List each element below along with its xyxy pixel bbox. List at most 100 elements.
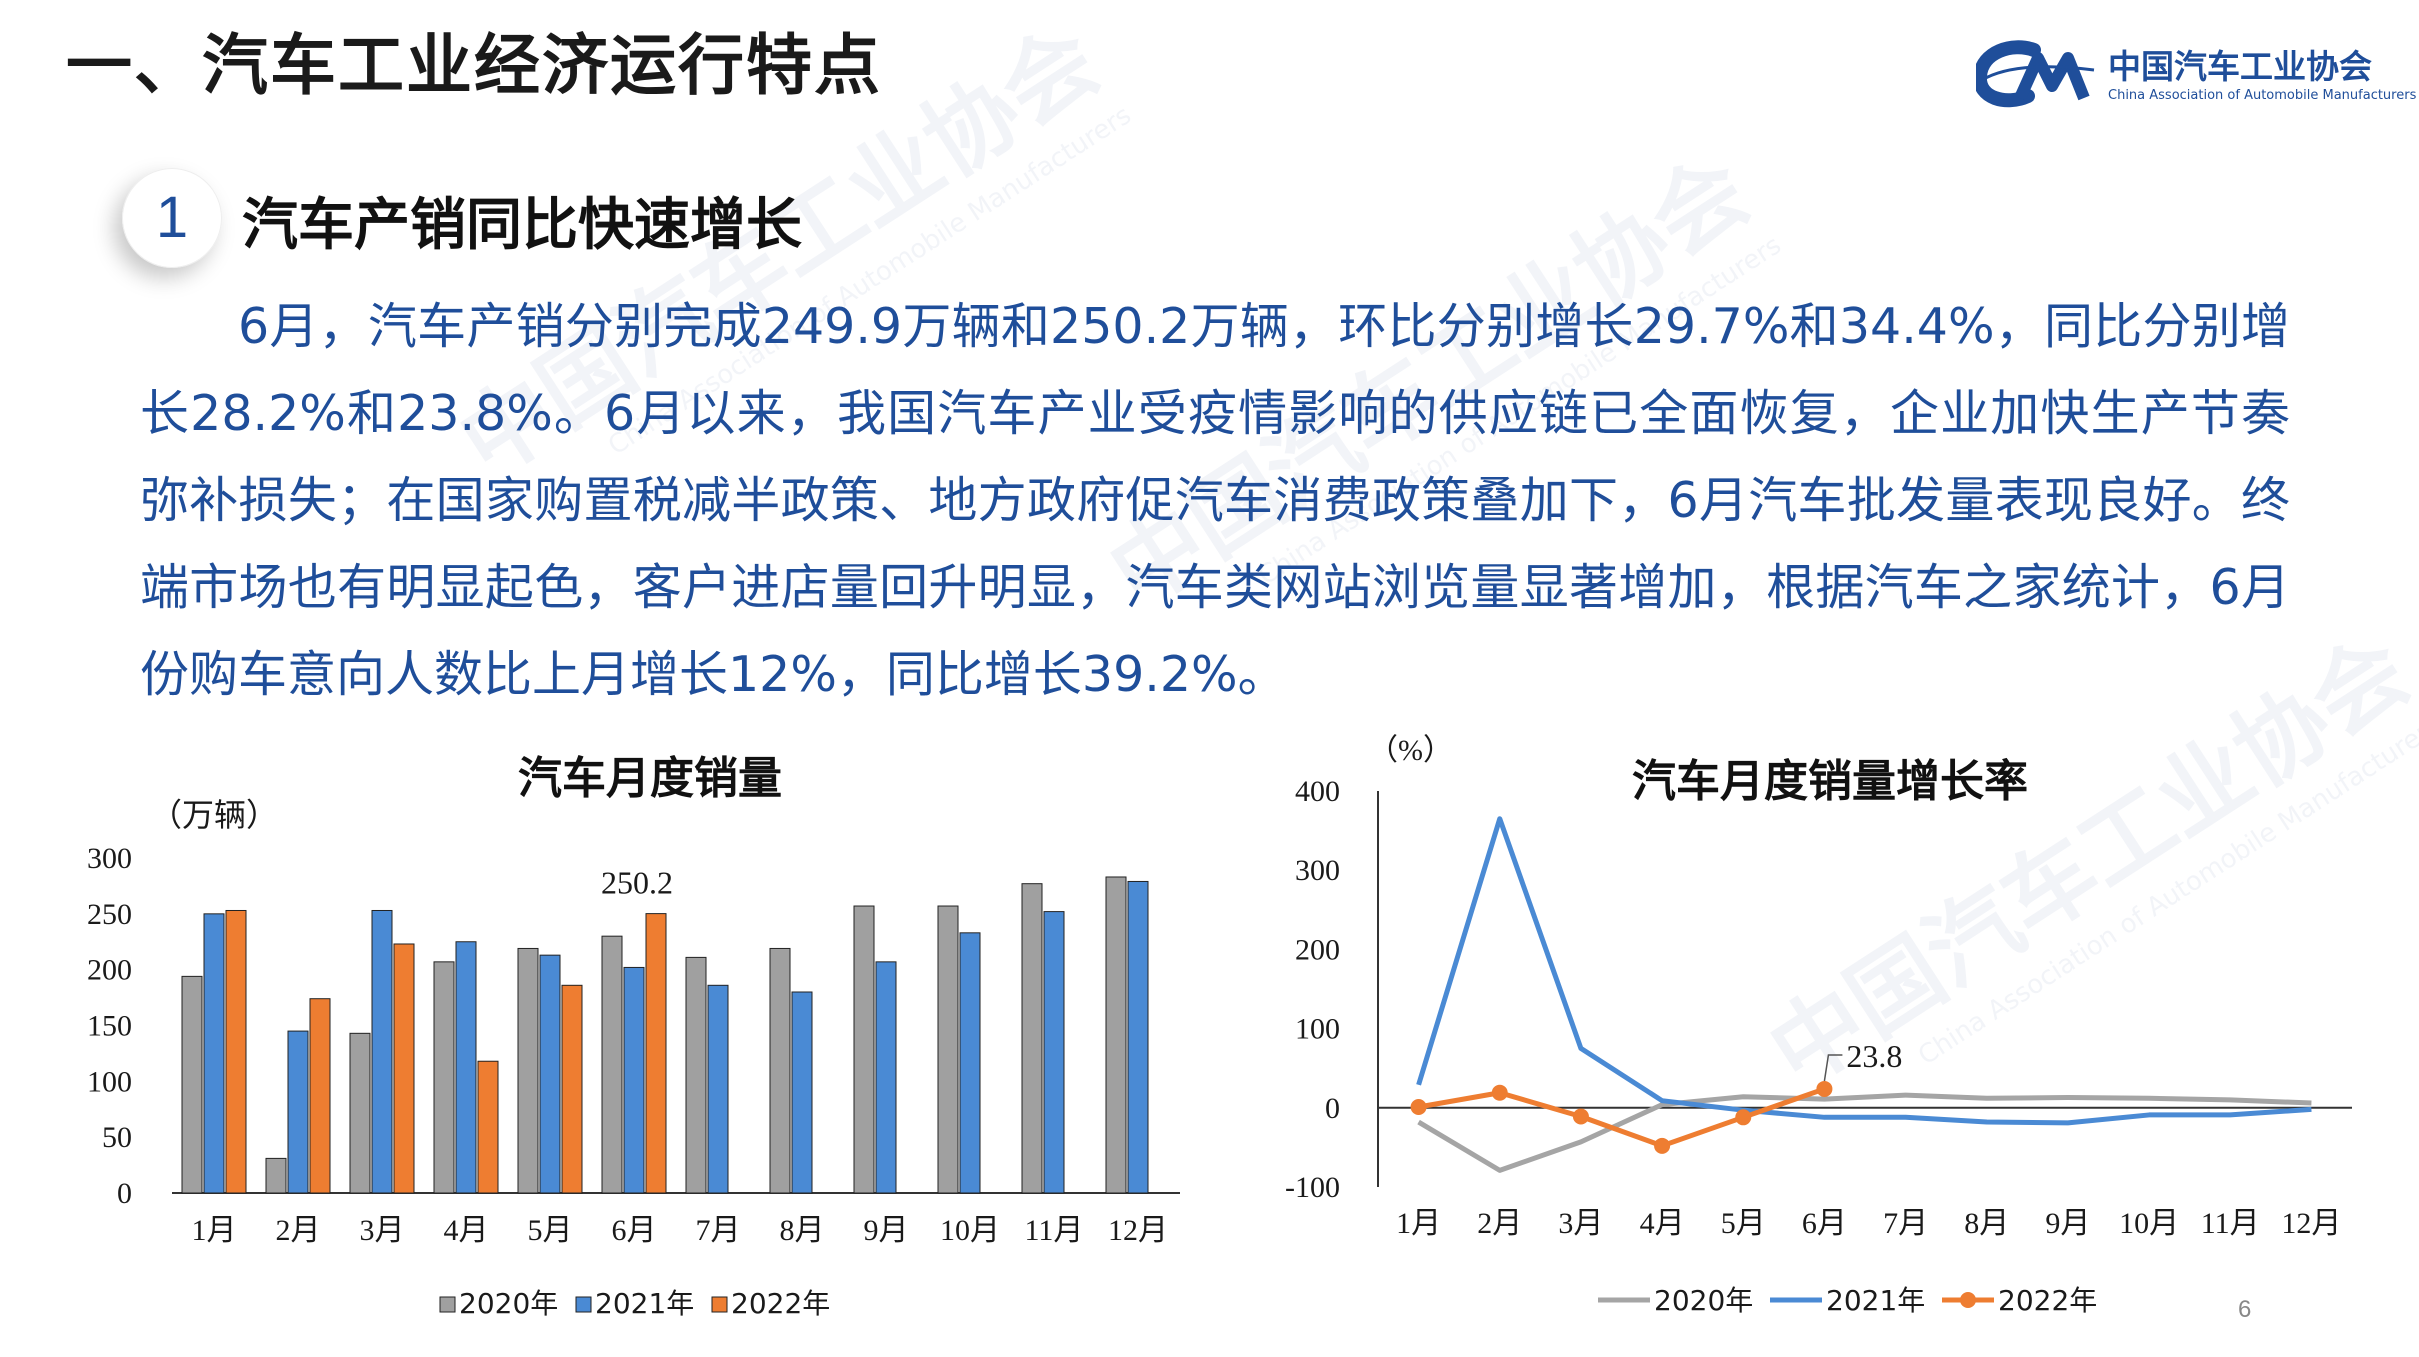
x-tick-label: 1月 — [1396, 1207, 1441, 1240]
x-tick-label: 5月 — [1721, 1207, 1766, 1240]
bar — [875, 961, 897, 1194]
y-tick-label: 0 — [117, 1177, 132, 1210]
y-tick-label: 250 — [87, 898, 132, 931]
x-tick-label: 3月 — [360, 1214, 405, 1247]
line-chart-ylabel: （%） — [1368, 734, 1453, 767]
data-point — [1491, 1084, 1508, 1101]
x-tick-label: 5月 — [528, 1214, 573, 1247]
line-chart-title: 汽车月度销量增长率 — [1632, 756, 2028, 807]
x-tick-label: 6月 — [1802, 1207, 1847, 1240]
x-tick-label: 8月 — [1964, 1207, 2009, 1240]
logo: 中国汽车工业协会 China Association of Automobile… — [1973, 36, 2416, 116]
bar — [265, 1157, 287, 1194]
bar — [853, 905, 875, 1194]
bar-chart-plot: 0 50 100 150 200 250 300 1月 2月 3月 4月 5月 6月 7月 8月 9月 10月 1… — [87, 842, 1180, 1247]
y-tick-label: 0 — [1325, 1092, 1340, 1125]
bar — [959, 932, 981, 1194]
data-point — [1654, 1137, 1671, 1154]
x-tick-label: 1月 — [192, 1214, 237, 1247]
bar-chart-ylabel: （万辆） — [150, 797, 278, 833]
y-tick-label: 200 — [87, 954, 132, 987]
data-point — [1572, 1108, 1589, 1125]
monthly-sales-bar-chart: 汽车月度销量 （万辆） 0 50 100 150 200 250 300 1月 2月 3月 4月 5月… — [87, 753, 1180, 1320]
x-tick-label: 2月 — [1477, 1207, 1522, 1240]
x-tick-label: 7月 — [696, 1214, 741, 1247]
bar — [1105, 876, 1127, 1194]
series-line — [1417, 1092, 2312, 1173]
section-title: 汽车产销同比快速增长 — [242, 193, 802, 258]
y-tick-label: 200 — [1295, 933, 1340, 966]
bar — [623, 966, 645, 1194]
series-line — [1416, 816, 2312, 1126]
bar — [349, 1032, 371, 1194]
y-tick-label: 300 — [87, 842, 132, 875]
legend-marker — [1960, 1292, 1976, 1308]
bar — [1021, 883, 1043, 1194]
series-line — [1418, 1086, 1826, 1149]
bar — [645, 913, 667, 1194]
legend-swatch — [439, 1296, 456, 1313]
legend-label: 2022年 — [731, 1287, 830, 1320]
bar — [371, 909, 393, 1194]
x-tick-label: 2月 — [276, 1214, 321, 1247]
x-tick-label: 10月 — [940, 1214, 1000, 1247]
bar — [181, 975, 203, 1194]
bar — [937, 905, 959, 1194]
bar — [287, 1030, 309, 1194]
legend-label: 2020年 — [459, 1287, 558, 1320]
body-paragraph: 6月，汽车产销分别完成249.9万辆和250.2万辆，环比分别增长29.7%和3… — [140, 298, 2290, 703]
legend-swatch — [575, 1296, 592, 1313]
x-tick-label: 4月 — [1640, 1207, 1685, 1240]
x-tick-label: 11月 — [2201, 1207, 2260, 1240]
bar — [561, 984, 583, 1194]
bar — [225, 909, 247, 1194]
page-title: 一、汽车工业经济运行特点 — [66, 27, 882, 104]
data-point — [1410, 1099, 1427, 1116]
x-tick-label: 12月 — [1108, 1214, 1168, 1247]
x-tick-label: 4月 — [444, 1214, 489, 1247]
bar — [769, 947, 791, 1194]
bar — [1043, 911, 1065, 1194]
legend-label: 2020年 — [1654, 1284, 1753, 1317]
y-tick-label: 300 — [1295, 854, 1340, 887]
data-point — [1816, 1080, 1833, 1097]
y-tick-label: 50 — [102, 1121, 132, 1154]
bar-chart-legend: 2020年 2021年 2022年 — [439, 1287, 830, 1320]
line-chart-plot: -100 0 100 200 300 400 1月 2月 3月 4月 5月 6月 7月 8月 9月 10月 11… — [1285, 775, 2352, 1240]
x-tick-label: 11月 — [1025, 1214, 1084, 1247]
data-point — [1735, 1109, 1752, 1126]
y-tick-label: 100 — [87, 1065, 132, 1098]
x-tick-label: 10月 — [2119, 1207, 2179, 1240]
line-chart-legend: 2020年 2021年 2022年 — [1598, 1284, 2097, 1317]
bar — [477, 1060, 499, 1194]
bar — [539, 954, 561, 1194]
x-tick-label: 12月 — [2281, 1207, 2341, 1240]
bar-chart-title: 汽车月度销量 — [518, 753, 782, 804]
logo-name: 中国汽车工业协会 — [2108, 47, 2372, 86]
bar — [791, 991, 813, 1194]
y-tick-label: 150 — [87, 1010, 132, 1043]
bar — [433, 961, 455, 1194]
bar — [1127, 880, 1149, 1194]
x-tick-label: 9月 — [864, 1214, 909, 1247]
legend-label: 2022年 — [1998, 1284, 2097, 1317]
x-tick-label: 8月 — [780, 1214, 825, 1247]
legend-swatch — [711, 1296, 728, 1313]
logo-subtitle: China Association of Automobile Manufact… — [2108, 88, 2417, 103]
legend-label: 2021年 — [1826, 1284, 1925, 1317]
bar — [203, 913, 225, 1194]
x-tick-label: 6月 — [612, 1214, 657, 1247]
section-number-badge: 1 — [122, 168, 222, 268]
page-number: 6 — [2238, 1296, 2252, 1323]
y-tick-label: 400 — [1295, 775, 1340, 808]
bar — [393, 943, 415, 1194]
y-tick-label: -100 — [1285, 1171, 1340, 1204]
x-tick-label: 9月 — [2045, 1207, 2090, 1240]
bar — [309, 998, 331, 1194]
bar — [517, 947, 539, 1194]
bar — [685, 956, 707, 1194]
bar — [601, 935, 623, 1194]
cam-logo-icon — [1973, 40, 2095, 108]
x-tick-label: 7月 — [1883, 1207, 1928, 1240]
